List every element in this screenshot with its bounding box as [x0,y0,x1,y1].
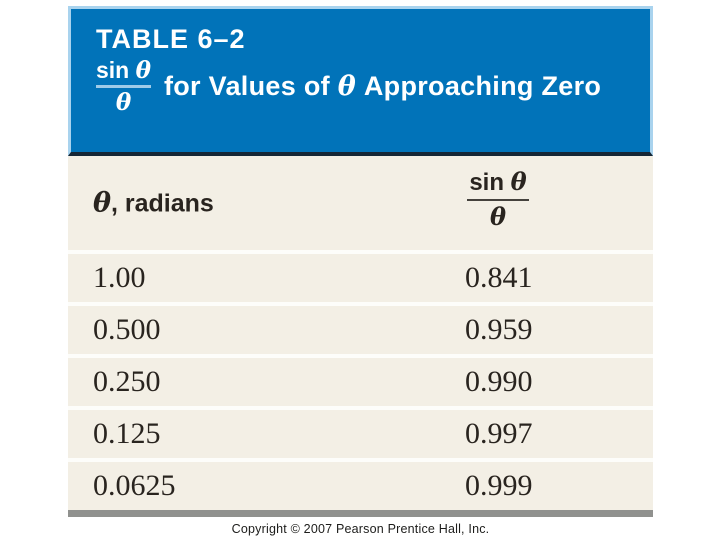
table-row: 1.00 0.841 [68,250,653,302]
table-bottom-rule [68,510,653,517]
table-row: 0.125 0.997 [68,406,653,458]
theta-symbol: θ [135,57,151,84]
table-title: TABLE 6–2 [96,24,246,54]
theta-value: 0.125 [93,417,161,450]
theta-symbol: θ [93,187,112,219]
column-header-row: θ, radians sin θ θ [68,156,653,250]
table-row: 0.0625 0.999 [68,458,653,510]
theta-value: 0.250 [93,365,161,398]
theta-value: 1.00 [93,261,146,294]
sin-label: sin [96,57,130,83]
ratio-value: 0.959 [465,313,533,346]
table-row: 0.250 0.990 [68,354,653,406]
table-rows: 1.00 0.841 0.500 0.959 0.250 0.990 0.125… [68,250,653,510]
theta-symbol: θ [510,167,527,196]
banner-fraction: sin θ θ [96,57,151,117]
column-header-ratio: sin θ θ [467,167,529,232]
caption-after: Approaching Zero [363,71,602,102]
banner-fraction-numerator: sin θ [96,57,151,84]
header-fraction-denominator: θ [489,202,506,232]
banner-caption: for Values of θ Approaching Zero [164,71,601,102]
ratio-value: 0.997 [465,417,533,450]
sin-label: sin [469,169,504,196]
header-fraction: sin θ θ [467,167,529,232]
fraction-rule [467,199,529,202]
table-banner: TABLE 6–2 sin θ θ for Values of θ Approa… [68,6,653,156]
caption-before: for Values of [163,71,330,102]
table-row: 0.500 0.959 [68,302,653,354]
ratio-value: 0.990 [465,365,533,398]
table-card: TABLE 6–2 sin θ θ for Values of θ Approa… [68,6,653,536]
theta-symbol: θ [337,71,357,103]
banner-fraction-denominator: θ [115,89,132,117]
column-header-theta: θ, radians [93,188,214,219]
banner-subtitle: sin θ θ for Values of θ Approaching Zero [96,57,650,117]
ratio-value: 0.841 [465,261,533,294]
fraction-rule [96,85,151,89]
header-fraction-numerator: sin θ [469,167,527,196]
copyright-line: Copyright © 2007 Pearson Prentice Hall, … [231,522,490,536]
theta-value: 0.0625 [93,469,176,502]
ratio-value: 0.999 [465,469,533,502]
table-body: θ, radians sin θ θ 1.00 0.841 0.500 0.95… [68,156,653,510]
theta-value: 0.500 [93,313,161,346]
radians-label: , radians [111,189,214,218]
